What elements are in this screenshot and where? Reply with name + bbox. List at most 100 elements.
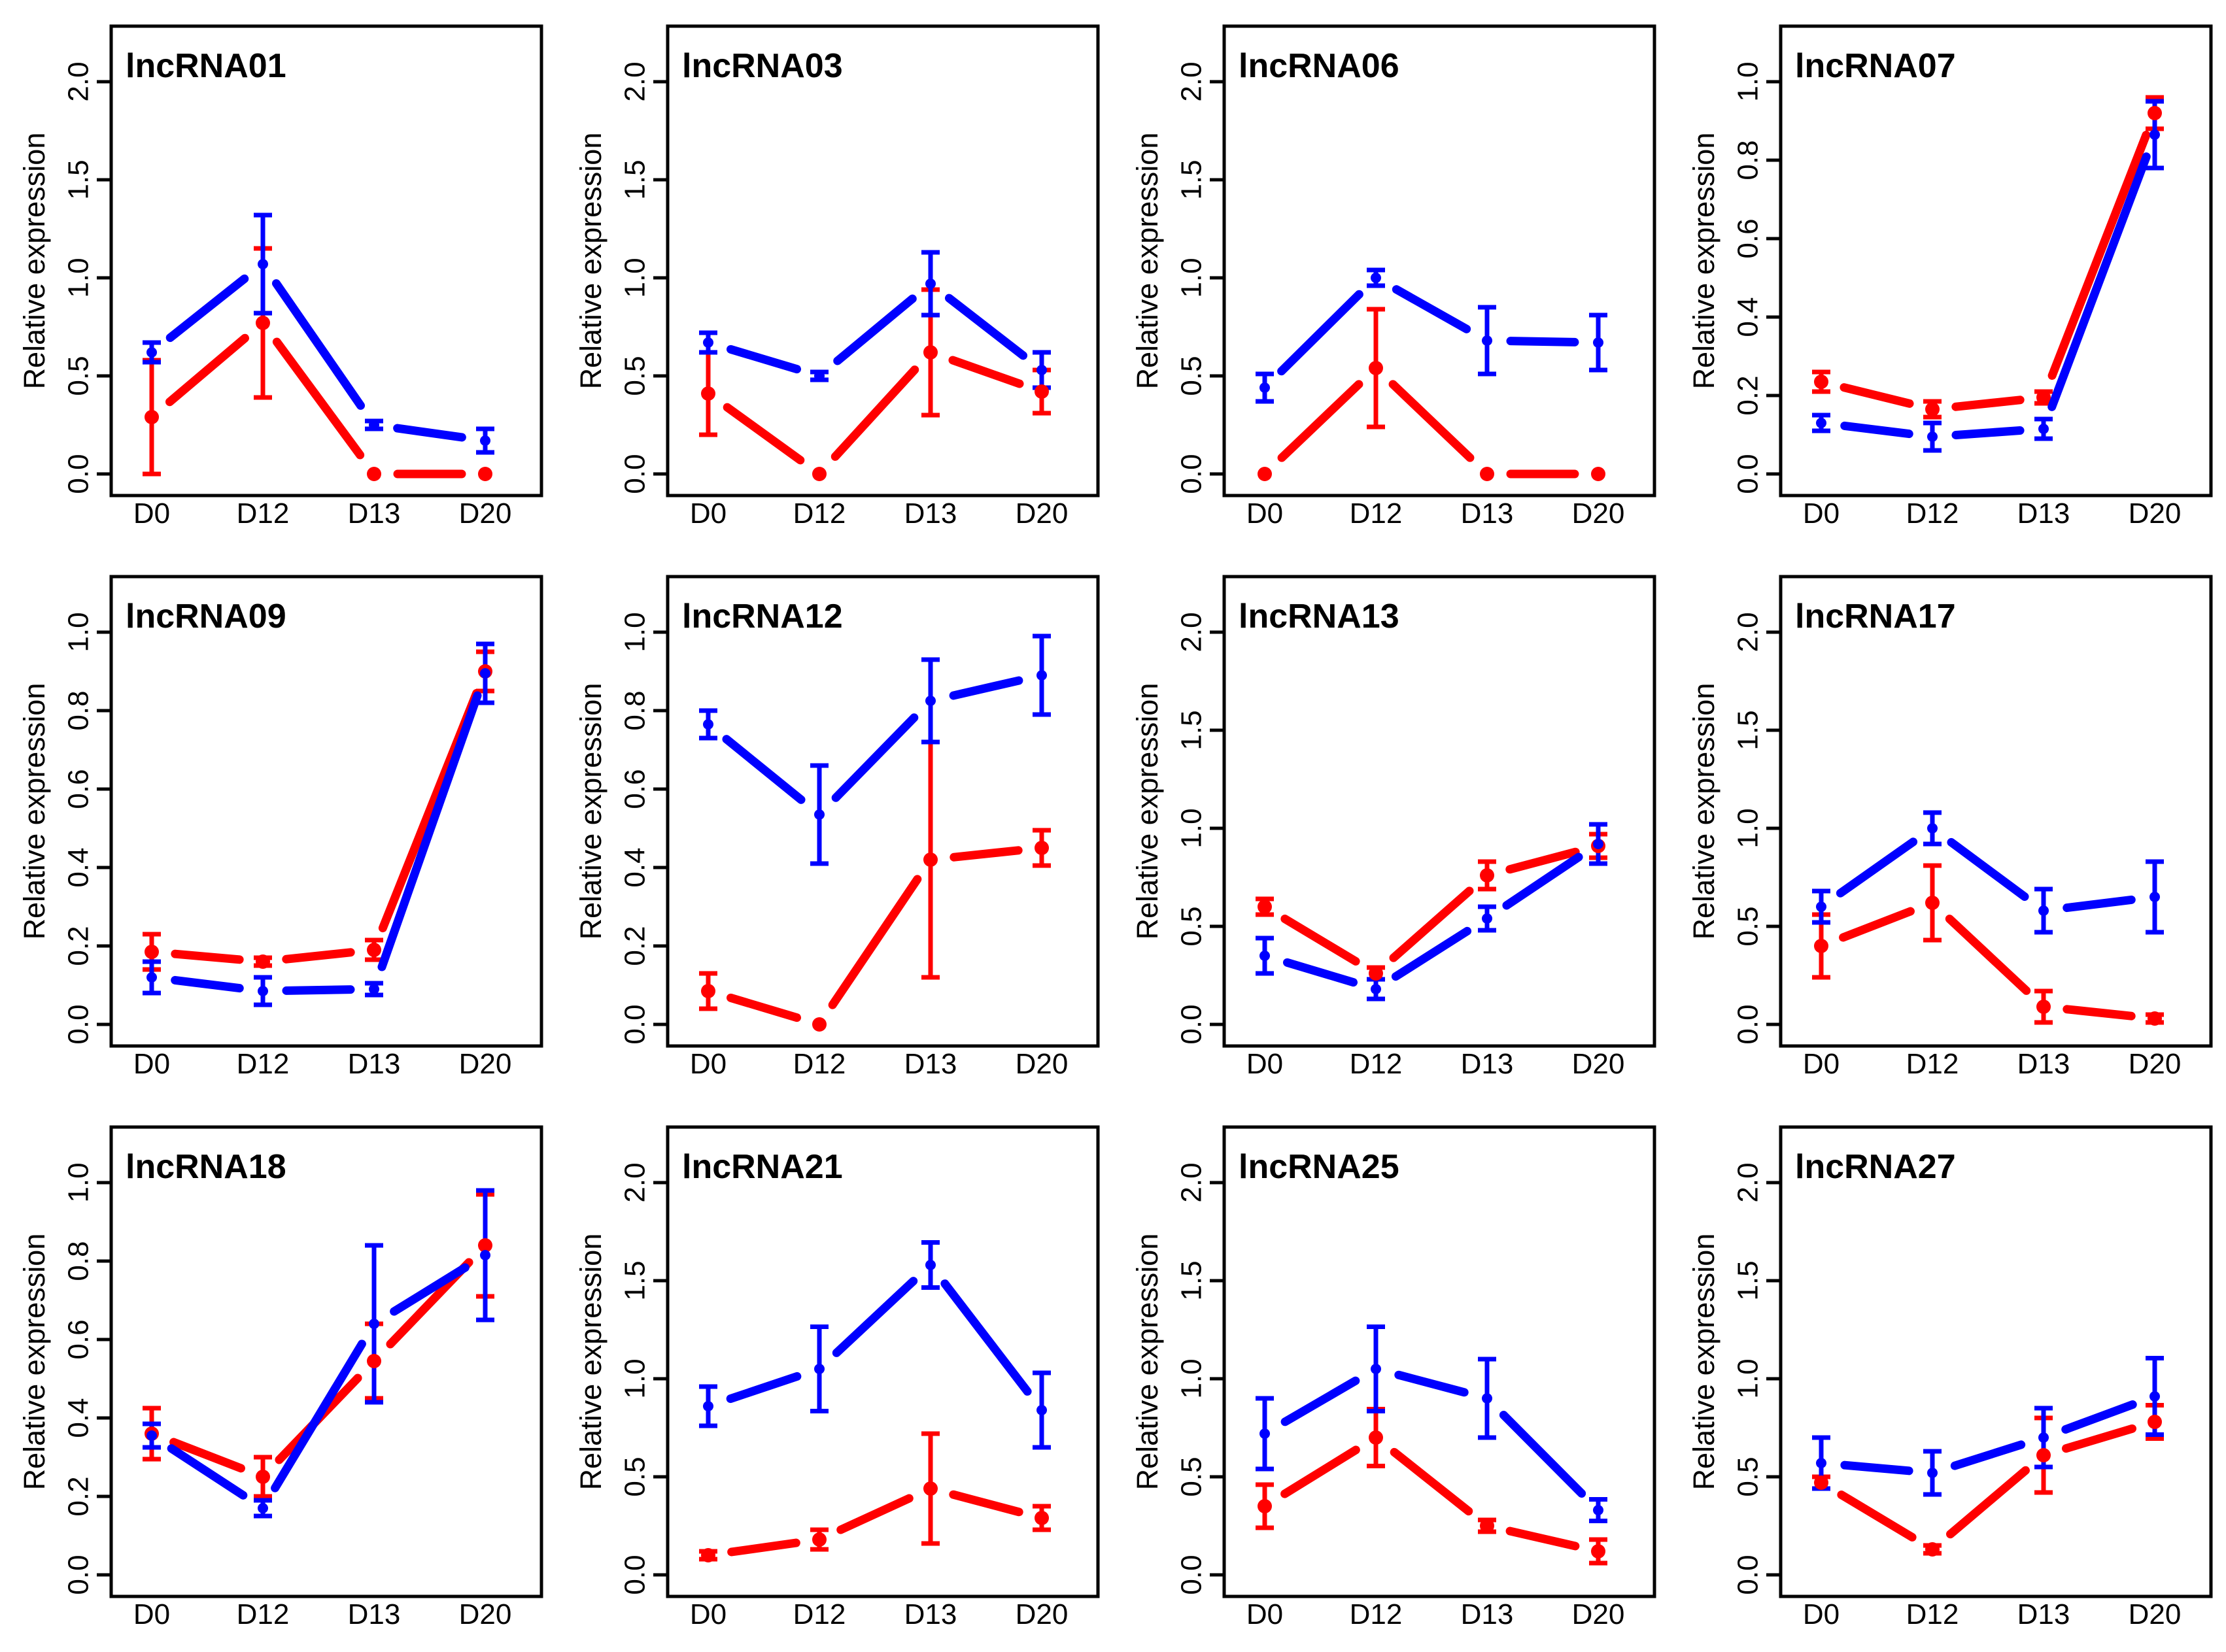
x-tick-label: D0 xyxy=(1803,1048,1840,1080)
y-tick-label: 1.0 xyxy=(1176,808,1208,848)
series-blue-line xyxy=(949,676,1023,700)
series-red-point xyxy=(1258,900,1272,914)
series-red-line xyxy=(949,1490,1023,1517)
series-blue-line xyxy=(833,294,917,365)
series-blue-point xyxy=(1927,431,1938,442)
x-tick-label: D0 xyxy=(690,1048,727,1080)
panel-lncRNA13: 0.0 0.5 1.0 1.5 2.0 Relative expression D0 D12 D… xyxy=(1131,575,1656,1080)
x-tick-label: D13 xyxy=(904,1598,957,1630)
series-blue-point xyxy=(1816,418,1826,428)
panel-title: lncRNA13 xyxy=(1239,598,1399,635)
y-tick-label: 1.0 xyxy=(1176,1358,1208,1398)
series-blue-point xyxy=(1593,337,1603,348)
series-red-line xyxy=(1945,1466,2030,1539)
x-tick-label: D12 xyxy=(1350,1048,1403,1080)
series-blue-line xyxy=(1950,1440,2026,1470)
x-tick-label: D0 xyxy=(690,497,727,530)
y-axis-title: Relative expression xyxy=(574,683,608,940)
x-tick-label: D13 xyxy=(1461,1048,1514,1080)
series-red-point xyxy=(145,945,159,959)
x-tick-label: D0 xyxy=(690,1598,727,1630)
series-blue-line xyxy=(390,1263,470,1316)
y-tick-label: 0.0 xyxy=(1176,1555,1208,1594)
series-red-point xyxy=(367,943,381,957)
series-red-point xyxy=(2036,390,2051,405)
series-blue-line xyxy=(1394,1370,1469,1397)
x-tick-label: D20 xyxy=(2129,497,2182,530)
x-tick-label: D0 xyxy=(133,1048,170,1080)
y-axis-title: Relative expression xyxy=(1687,133,1721,390)
series-red-point xyxy=(478,467,492,481)
y-tick-label: 0.5 xyxy=(1732,1457,1764,1496)
series-blue-line xyxy=(171,975,244,993)
series-blue-line xyxy=(1280,1376,1360,1426)
series-red-line xyxy=(723,403,805,465)
y-tick-label: 2.0 xyxy=(1176,61,1208,101)
series-red-line xyxy=(1837,1491,1917,1542)
series-red-line xyxy=(1839,907,1915,942)
y-tick-label: 2.0 xyxy=(1732,612,1764,652)
y-axis-title: Relative expression xyxy=(1131,133,1164,390)
series-blue-point xyxy=(1371,273,1381,283)
series-red-line xyxy=(726,993,802,1022)
series-blue-point xyxy=(1259,951,1270,961)
panel-title: lncRNA18 xyxy=(126,1148,286,1186)
panel-lncRNA17: 0.0 0.5 1.0 1.5 2.0 Relative expression D0 D12 D… xyxy=(1687,575,2213,1080)
y-tick-label: 0.8 xyxy=(63,690,95,730)
y-tick-label: 0.0 xyxy=(1732,1004,1764,1044)
series-blue-line xyxy=(944,294,1028,360)
panel-title: lncRNA21 xyxy=(682,1148,843,1186)
panel-title: lncRNA03 xyxy=(682,47,843,85)
y-tick-label: 0.0 xyxy=(1176,454,1208,494)
series-blue-point xyxy=(1371,1364,1381,1374)
y-tick-label: 0.2 xyxy=(63,1476,95,1516)
y-axis-title: Relative expression xyxy=(574,1234,608,1491)
series-blue-point xyxy=(2149,129,2160,140)
y-tick-label: 1.5 xyxy=(619,1260,651,1300)
series-red-line xyxy=(2063,1005,2136,1020)
x-tick-label: D0 xyxy=(1803,497,1840,530)
y-tick-label: 1.0 xyxy=(619,258,651,297)
y-tick-label: 0.5 xyxy=(1176,356,1208,396)
y-axis-title: Relative expression xyxy=(1131,1234,1164,1491)
series-blue-line xyxy=(282,985,355,995)
x-tick-label: D20 xyxy=(1572,1598,1625,1630)
series-blue-line xyxy=(832,1277,918,1357)
x-tick-label: D20 xyxy=(1572,1048,1625,1080)
series-blue-line xyxy=(2061,1400,2137,1434)
y-tick-label: 0.6 xyxy=(63,1319,95,1359)
series-red-line xyxy=(1840,383,1914,408)
series-red-line xyxy=(165,333,250,407)
x-tick-label: D13 xyxy=(348,1598,401,1630)
series-blue-line xyxy=(1836,837,1918,898)
y-tick-label: 0.2 xyxy=(619,926,651,966)
y-tick-label: 0.0 xyxy=(619,1555,651,1594)
panel-title: lncRNA17 xyxy=(1795,598,1956,635)
y-tick-label: 0.0 xyxy=(63,1004,95,1044)
series-red-point xyxy=(2148,1415,2162,1429)
plot-box xyxy=(1222,1125,1656,1598)
series-red-point xyxy=(812,467,827,481)
y-tick-label: 0.5 xyxy=(1732,906,1764,946)
series-red-point xyxy=(1925,1542,1940,1557)
series-blue-point xyxy=(369,420,379,430)
x-tick-label: D0 xyxy=(1246,497,1283,530)
series-blue-line xyxy=(2063,895,2136,913)
series-blue-line xyxy=(1840,1460,1913,1475)
plot-box xyxy=(1779,24,2213,497)
y-tick-label: 0.8 xyxy=(63,1241,95,1281)
series-blue-point xyxy=(1816,902,1826,912)
series-blue-point xyxy=(1593,1505,1603,1515)
x-tick-label: D12 xyxy=(1906,1598,1959,1630)
x-tick-label: D20 xyxy=(1016,497,1069,530)
series-blue-line xyxy=(1391,926,1472,981)
y-tick-label: 1.5 xyxy=(1176,160,1208,199)
series-red-line xyxy=(2047,131,2151,380)
series-blue-line xyxy=(1506,337,1579,346)
series-red-point xyxy=(923,1481,938,1496)
series-red-line xyxy=(727,1538,800,1557)
panel-title: lncRNA06 xyxy=(1239,47,1399,85)
x-tick-label: D20 xyxy=(459,1598,512,1630)
series-blue-point xyxy=(814,1364,825,1374)
